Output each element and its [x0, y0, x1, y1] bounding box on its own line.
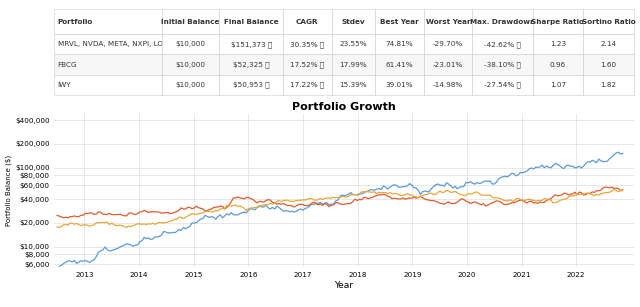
Legend: MRVL, NVDA, META, NXPI, LOW, FBCG, IWY: MRVL, NVDA, META, NXPI, LOW, FBCG, IWY: [229, 306, 459, 307]
Title: Portfolio Growth: Portfolio Growth: [292, 102, 396, 112]
X-axis label: Year: Year: [335, 281, 353, 290]
Y-axis label: Portfolio Balance ($): Portfolio Balance ($): [6, 155, 12, 226]
